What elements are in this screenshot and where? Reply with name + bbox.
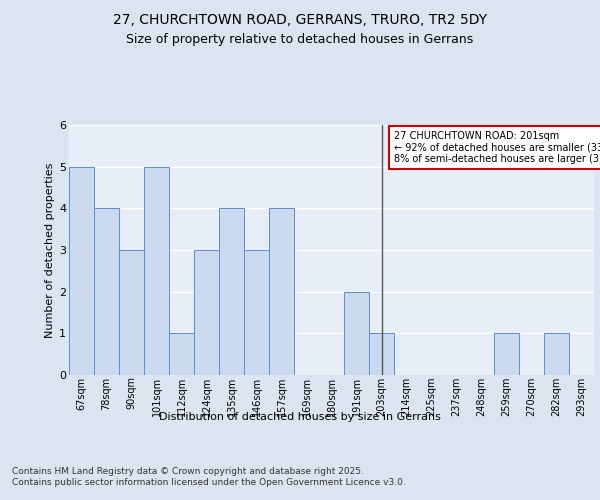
Bar — [544, 334, 569, 375]
Bar — [119, 250, 144, 375]
Bar — [144, 166, 169, 375]
Bar — [219, 208, 244, 375]
Text: Distribution of detached houses by size in Gerrans: Distribution of detached houses by size … — [159, 412, 441, 422]
Text: Size of property relative to detached houses in Gerrans: Size of property relative to detached ho… — [127, 32, 473, 46]
Text: Contains HM Land Registry data © Crown copyright and database right 2025.
Contai: Contains HM Land Registry data © Crown c… — [12, 468, 406, 487]
Bar — [244, 250, 269, 375]
Y-axis label: Number of detached properties: Number of detached properties — [45, 162, 55, 338]
Bar — [169, 334, 194, 375]
Text: 27 CHURCHTOWN ROAD: 201sqm
← 92% of detached houses are smaller (33)
8% of semi-: 27 CHURCHTOWN ROAD: 201sqm ← 92% of deta… — [394, 131, 600, 164]
Bar — [494, 334, 519, 375]
Bar — [194, 250, 219, 375]
Text: 27, CHURCHTOWN ROAD, GERRANS, TRURO, TR2 5DY: 27, CHURCHTOWN ROAD, GERRANS, TRURO, TR2… — [113, 12, 487, 26]
Bar — [94, 208, 119, 375]
Bar — [69, 166, 94, 375]
Bar — [369, 334, 394, 375]
Bar — [269, 208, 294, 375]
Bar — [344, 292, 369, 375]
